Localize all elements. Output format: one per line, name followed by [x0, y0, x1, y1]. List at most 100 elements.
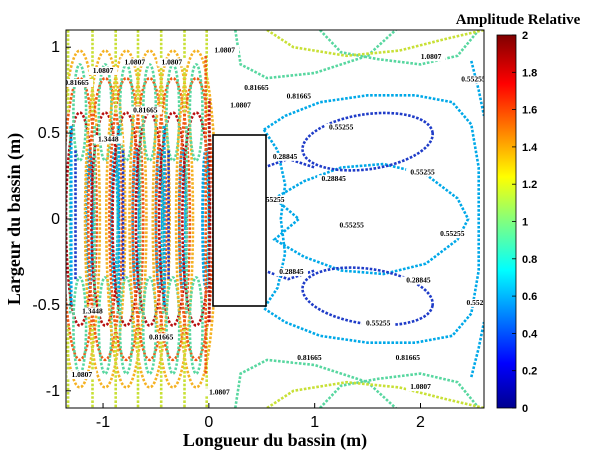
- colorbar-tick-label: 0.8: [522, 254, 537, 266]
- contour-label: 1.0807: [162, 57, 183, 66]
- contour-label-bg: [120, 58, 150, 67]
- contour-line: [319, 372, 480, 408]
- colorbar-tick-label: 1: [522, 217, 528, 229]
- contour-label: 0.28845: [279, 267, 304, 276]
- contour-line: [104, 49, 148, 389]
- contour-label-bg: [462, 298, 484, 307]
- contour-line: [263, 94, 480, 344]
- contour-label-bg: [67, 371, 97, 380]
- contour-label: 0.81665: [149, 332, 174, 341]
- y-tick-label: -1: [46, 383, 60, 400]
- contour-label: 0.55255: [440, 229, 465, 238]
- contour-label: 0.55255: [260, 195, 285, 204]
- contour-line: [66, 49, 102, 389]
- contour-label: 1.3448: [98, 135, 119, 144]
- contour-label-bg: [406, 168, 440, 177]
- contour-label-bg: [255, 195, 289, 204]
- contour-label-bg: [205, 388, 234, 397]
- colorbar-tick-label: 1.8: [522, 67, 537, 79]
- contour-label-bg: [391, 353, 425, 362]
- colorbar-tick-label: 1.2: [522, 179, 537, 191]
- x-axis-ticks: -1 0 1 2: [96, 403, 425, 431]
- contour-line: [97, 63, 113, 162]
- x-tick-label: 1: [310, 414, 319, 431]
- contour-lines: [66, 30, 484, 408]
- contour-label-bg: [239, 84, 274, 93]
- contour-label-bg: [361, 319, 395, 328]
- contour-label: 0.28845: [322, 174, 347, 183]
- contour-label: 1.0807: [72, 370, 93, 379]
- contour-line: [165, 276, 181, 375]
- contour-line: [262, 128, 287, 310]
- contour-label: 1.0807: [421, 52, 442, 61]
- contour-label-bg: [268, 152, 302, 161]
- contour-line: [154, 76, 192, 362]
- contour-label: 0.81665: [64, 78, 89, 87]
- plot-background: [66, 30, 484, 408]
- contour-label-bg: [93, 135, 123, 144]
- contour-line: [118, 276, 134, 375]
- y-axis-title: Largeur du bassin (m): [4, 133, 25, 305]
- contour-label-bg: [435, 230, 469, 239]
- x-tick-label: -1: [96, 414, 110, 431]
- y-tick-label: 1: [51, 39, 60, 56]
- contour-line: [97, 276, 113, 375]
- contour-line: [301, 111, 434, 172]
- contour-label-bg: [66, 78, 94, 87]
- contour-line: [319, 30, 480, 66]
- contour-label-bg: [157, 58, 187, 67]
- colorbar-tick-label: 2: [522, 30, 528, 42]
- colorbar-tick-label: 1.4: [522, 142, 538, 154]
- contour-label-bg: [210, 46, 240, 55]
- contour-label: 0.55255: [467, 298, 492, 307]
- contour-label-bg: [292, 353, 326, 362]
- contour-label-bg: [401, 276, 435, 285]
- contour-label: 0.81665: [287, 92, 312, 101]
- contour-label: 1.0807: [93, 66, 114, 75]
- colorbar-title: Amplitude Relative: [456, 12, 581, 28]
- contour-label-bg: [144, 333, 178, 342]
- contour-label: 1.0807: [410, 382, 431, 391]
- contour-label: 0.81665: [244, 83, 269, 92]
- contour-label: 1.0807: [209, 387, 230, 396]
- contour-label: 0.28845: [406, 276, 431, 285]
- contour-line: [266, 30, 484, 58]
- colorbar-tick-label: 0.2: [522, 366, 537, 378]
- contour-label: 1.0807: [124, 57, 145, 66]
- contour-label-bg: [317, 175, 351, 184]
- contour-line: [188, 276, 204, 375]
- contour-labels: 0.28845 0.28845 0.28845 0.28845 0.55255 0.552…: [64, 45, 492, 397]
- contour-line: [234, 358, 398, 408]
- contour-line: [83, 49, 127, 389]
- x-tick-label: 2: [416, 414, 425, 431]
- contour-line: [72, 276, 88, 375]
- contour-line: [72, 63, 88, 162]
- contour-label-bg: [282, 92, 316, 101]
- contour-label-bg: [128, 106, 162, 115]
- contour-label: 0.55255: [340, 221, 365, 230]
- colorbar-tick-label: 0.4: [522, 328, 538, 340]
- colorbar-tick-label: 1.6: [522, 105, 537, 117]
- contour-line: [234, 30, 398, 80]
- contour-label: 0.55255: [461, 75, 486, 84]
- contour-label: 0.55255: [329, 123, 354, 132]
- contour-line: [188, 63, 204, 162]
- contour-label: 1.0807: [214, 45, 235, 54]
- contour-line: [272, 162, 470, 276]
- x-axis-title: Longueur du bassin (m): [183, 430, 367, 451]
- contour-label: 0.81665: [133, 105, 158, 114]
- colorbar-ticks: 2 1.8 1.6 1.4 1.2 1 0.8 0.6 0.4 0.2 0: [512, 30, 538, 415]
- colorbar-tick-label: 0.6: [522, 291, 537, 303]
- contour-line: [131, 76, 168, 362]
- contour-label-bg: [226, 101, 256, 110]
- contour-line: [141, 276, 158, 375]
- contour-label: 0.55255: [366, 319, 391, 328]
- contour-label-bg: [324, 123, 358, 132]
- contour-line: [66, 76, 98, 362]
- y-tick-label: -0.5: [32, 297, 60, 314]
- contour-label: 0.28845: [273, 152, 298, 161]
- y-axis-ticks: 1 0.5 0 -0.5 -1: [32, 39, 71, 400]
- contour-label-bg: [406, 383, 435, 392]
- obstacle-block: [212, 134, 267, 307]
